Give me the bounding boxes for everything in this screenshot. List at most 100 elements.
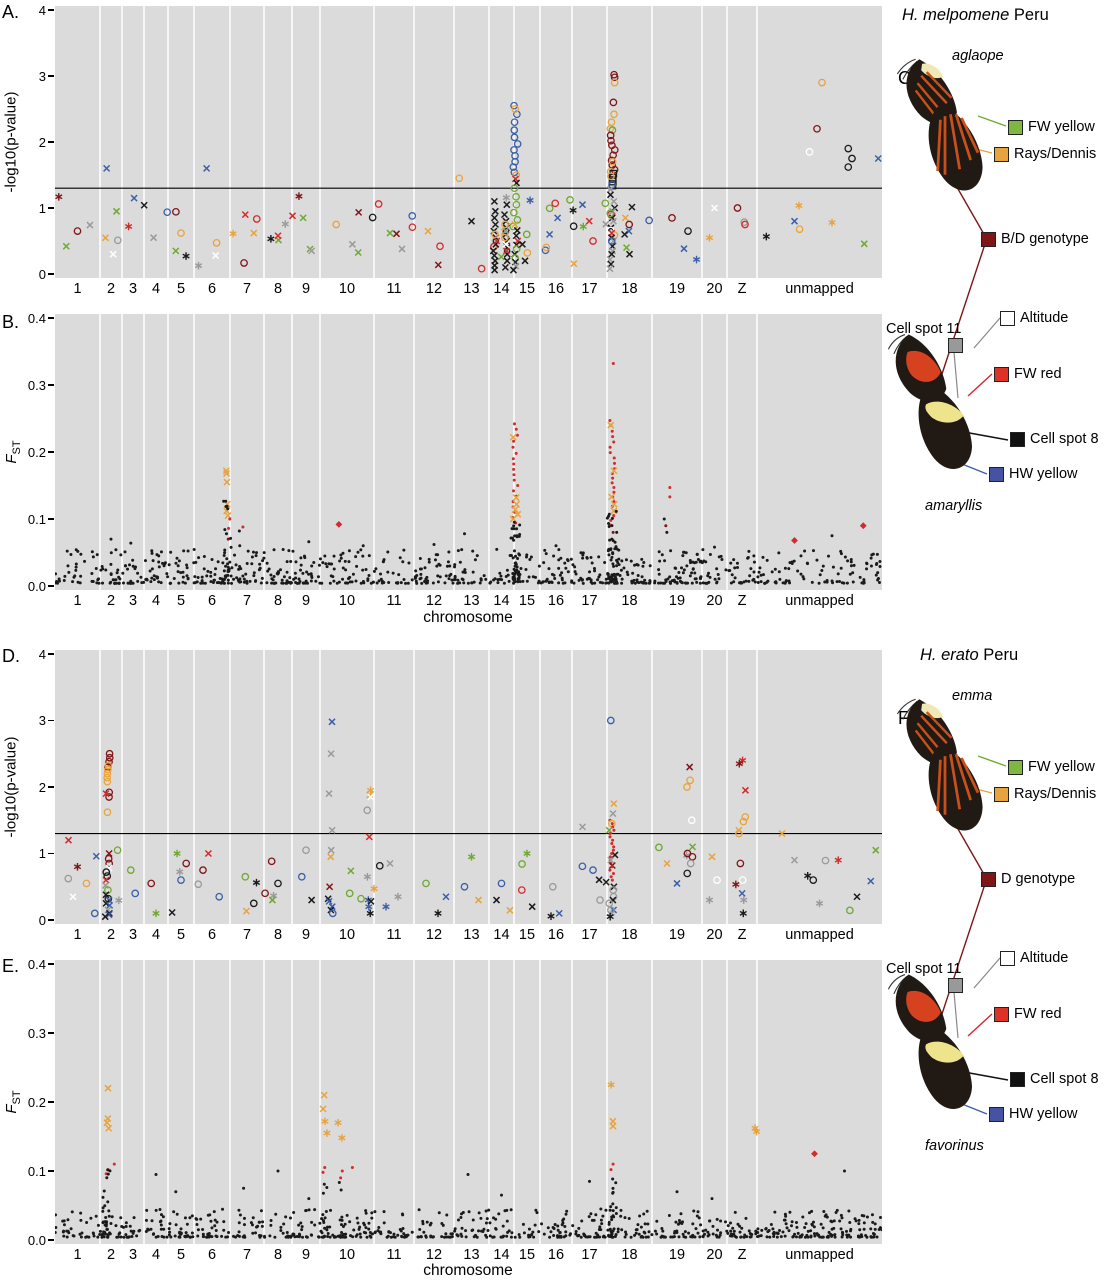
data-point [456,549,460,553]
data-point [681,554,685,558]
data-point [367,793,375,801]
data-point [589,580,593,584]
data-point [297,1232,301,1236]
data-point [422,879,430,888]
data-point [108,1169,112,1173]
x-tick-label-chr-10: 10 [338,1247,356,1263]
data-point [140,201,148,209]
data-point [537,1230,541,1234]
data-point [581,551,585,555]
data-point [410,578,414,582]
data-point [328,1235,332,1239]
data-point [635,562,639,566]
data-point [509,1208,513,1212]
data-point [211,580,215,584]
data-point [773,1210,777,1214]
data-point [589,1212,593,1216]
data-point [313,1223,317,1227]
data-point [55,192,63,201]
data-point [736,1222,740,1226]
data-point [499,574,503,578]
data-point [610,78,619,87]
data-point [229,229,237,238]
data-point [254,1231,258,1235]
data-point [109,537,113,541]
data-point [226,1235,230,1239]
data-point [176,868,184,876]
data-point [733,204,742,212]
data-point [842,581,846,585]
data-point [337,580,341,584]
data-point [344,568,348,572]
data-point [415,581,419,585]
x-tick-label-chr-15: 15 [518,1247,536,1263]
data-point [571,563,575,567]
data-point [107,1209,111,1213]
data-point [608,538,612,542]
data-point [765,1235,769,1239]
chromosome-separator [121,6,123,278]
data-point [875,561,879,565]
data-point [103,777,112,786]
data-point [497,1212,501,1216]
data-point [398,556,402,560]
data-point [693,571,697,575]
y-tick-mark [48,1239,54,1241]
data-point [735,561,739,565]
data-point [815,1232,819,1236]
data-point [367,554,371,558]
data-point [470,581,474,585]
data-point [307,572,311,576]
data-point [515,527,519,531]
data-point [242,580,246,584]
data-point [73,863,82,871]
data-point [238,580,242,584]
data-point [440,1235,444,1239]
data-point [304,1235,308,1239]
data-point [174,1223,178,1227]
x-tick-label-chr-9: 9 [301,281,311,297]
data-point [222,554,226,558]
data-point [779,1235,783,1239]
data-point [629,559,633,563]
data-point [530,1233,534,1237]
legend-item-d-genotype: D genotype [981,871,1075,887]
data-point [601,581,605,585]
data-point [453,577,457,581]
data-point [512,200,521,209]
x-tick-label-chr-3: 3 [128,593,138,609]
chromosome-separator [539,6,541,278]
data-point [606,912,614,921]
data-point [719,1219,723,1223]
data-point [113,581,117,585]
data-point [790,856,799,864]
data-point [527,1227,531,1231]
data-point [240,259,248,267]
data-point [466,581,470,585]
data-point [512,232,520,240]
data-point [124,222,133,231]
data-point [732,558,736,562]
data-point [787,567,791,571]
data-point [120,1224,124,1228]
data-point [320,1091,328,1099]
cell-spot-8-swatch [1010,431,1025,447]
d-genotype-swatch [981,871,996,887]
data-point [193,581,197,585]
data-point [691,1222,695,1226]
chromosome-separator [756,960,758,1244]
data-point [317,563,321,567]
data-point [653,579,657,583]
data-point [182,252,190,260]
data-point [355,564,359,568]
data-point [612,486,616,490]
data-point [102,1230,106,1234]
chromosome-separator [571,6,573,278]
chromosome-separator [539,314,541,590]
data-point [610,481,614,485]
data-point [811,1150,818,1158]
data-point [810,1222,814,1226]
data-point [609,98,618,107]
data-point [201,1232,205,1236]
emma-butterfly [895,697,984,832]
